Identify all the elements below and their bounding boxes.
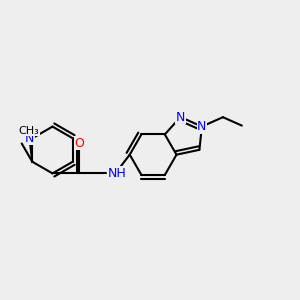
- Text: NH: NH: [108, 167, 127, 180]
- Text: CH₃: CH₃: [19, 126, 40, 136]
- Text: N: N: [197, 120, 206, 133]
- Text: N: N: [176, 110, 185, 124]
- Text: O: O: [74, 137, 84, 150]
- Text: N: N: [25, 132, 34, 145]
